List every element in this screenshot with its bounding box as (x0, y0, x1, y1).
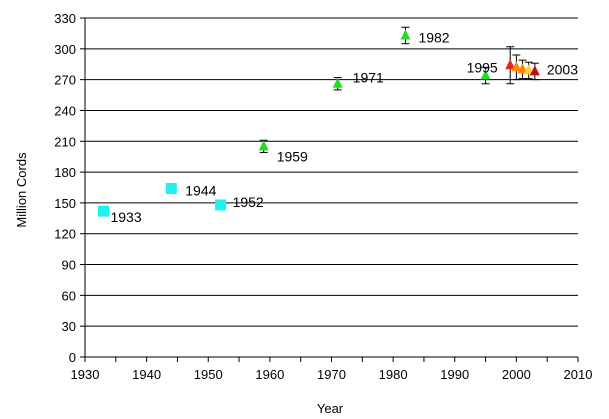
x-tick-label: 2010 (564, 367, 593, 382)
x-tick-label: 1980 (379, 367, 408, 382)
x-tick-label: 1960 (255, 367, 284, 382)
y-tick-label: 300 (54, 42, 76, 57)
data-point-square (165, 183, 177, 195)
x-tick-label: 1930 (71, 367, 100, 382)
data-point-triangle (529, 65, 540, 76)
y-tick-label: 270 (54, 73, 76, 88)
y-tick-label: 240 (54, 103, 76, 118)
data-point-triangle (480, 69, 491, 80)
point-label: 1952 (233, 194, 264, 210)
x-tick-label: 1940 (132, 367, 161, 382)
point-label: 1933 (110, 209, 141, 225)
y-tick-label: 30 (62, 319, 76, 334)
point-label: 1959 (277, 148, 308, 164)
x-tick-label: 1990 (440, 367, 469, 382)
point-label: 1971 (353, 70, 384, 86)
tick-labels: 0 30 60 90 120 150 180 210 240 270 300 330 1930 1940 1… (54, 11, 592, 382)
y-tick-label: 120 (54, 227, 76, 242)
y-tick-label: 0 (69, 350, 76, 365)
axes (80, 17, 579, 362)
data-point-triangle (258, 140, 269, 151)
y-tick-label: 60 (62, 288, 76, 303)
data-point-triangle (505, 59, 516, 70)
y-tick-label: 330 (54, 11, 76, 26)
data-point-triangle (511, 61, 522, 72)
point-label: 1995 (467, 60, 498, 76)
data-point-square (97, 205, 109, 217)
y-tick-label: 90 (62, 258, 76, 273)
point-label: 1944 (185, 183, 216, 199)
data-markers (97, 29, 540, 217)
data-point-triangle (523, 64, 534, 75)
point-labels: 1933 1944 1952 1959 1971 1982 1995 2003 (110, 29, 578, 225)
y-tick-label: 210 (54, 134, 76, 149)
point-label: 1982 (418, 29, 449, 45)
grid-lines (85, 17, 578, 327)
data-point-triangle (332, 77, 343, 88)
y-tick-label: 180 (54, 165, 76, 180)
x-tick-label: 1970 (317, 367, 346, 382)
x-axis-label: Year (317, 401, 344, 416)
data-point-triangle (400, 29, 411, 40)
data-point-square (215, 199, 227, 211)
y-tick-label: 150 (54, 196, 76, 211)
y-axis-label: Million Cords (14, 152, 29, 228)
error-bars (259, 26, 539, 154)
x-tick-label: 2000 (502, 367, 531, 382)
data-point-triangle (517, 63, 528, 74)
point-label: 2003 (547, 61, 578, 77)
x-tick-label: 1950 (194, 367, 223, 382)
